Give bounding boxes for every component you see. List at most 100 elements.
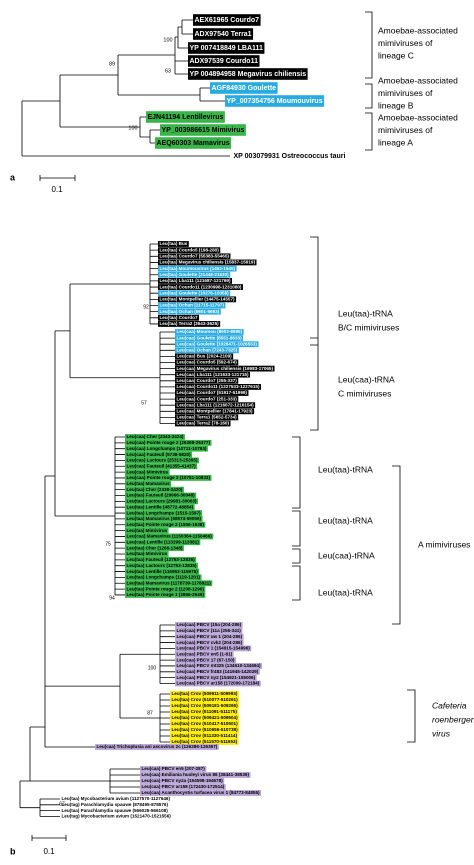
leaf-label: Leu(caa) Trichoplusia ani ascovirus 2c (…: [97, 744, 218, 749]
bootstrap-value: 57: [141, 400, 147, 406]
clade-label: mimiviruses of: [378, 88, 433, 98]
bootstrap-value: 89: [109, 61, 115, 67]
leaf-highlight: [158, 278, 232, 284]
leaf-highlight: [158, 284, 243, 290]
leaf-label: YP_007354756 Moumouvirus: [227, 98, 323, 105]
leaf-highlight: [175, 680, 261, 687]
leaf-highlight: [175, 657, 236, 663]
leaf: Leu(caa) Mimivirus: [125, 469, 170, 475]
clade-label: Leu(caa)-tRNA: [318, 550, 375, 560]
leaf: Leu(caa) Terra1 (5652-5734): [175, 414, 239, 421]
leaf-highlight: [170, 721, 240, 727]
leaf-highlight: [175, 371, 251, 378]
leaf-highlight: [175, 622, 243, 628]
leaf: Leu(caa) PBCV ar158 (172099-172184): [175, 680, 261, 687]
leaf: Leu(caa) Courdo7 (251-333): [175, 396, 239, 402]
leaf: Leu(taa) Bus: [158, 241, 189, 247]
leaf-label: YP_003986615 Mimivirus: [162, 127, 245, 134]
leaf-highlight: [125, 568, 200, 575]
leaf-label: Leu(taa) Goulette (21448-21530): [160, 272, 230, 277]
leaf: ADX97539 Courdo11: [188, 55, 260, 67]
leaf-label: Leu(taa) Courdo7: [160, 315, 198, 320]
tree-a-branches: [21, 11, 373, 181]
leaf-label: Leu(taa) Mamavirus (68974-69056): [127, 516, 202, 521]
leaf-highlight: [125, 463, 198, 470]
leaf-highlight: [170, 727, 240, 733]
leaf-label: Leu(caa) PBCV en5 (1-81): [177, 651, 233, 656]
leaf: Leu(taa) Mimivirus: [125, 551, 169, 557]
leaf-label: Leu(taa) Ochan (11715-11797): [160, 303, 225, 308]
leaf-label: Leu(caa) PBCV uw 1 (204-286): [177, 634, 243, 639]
leaf-label: Leu(taa) Mycobacterium avium (1127570-11…: [62, 796, 171, 801]
leaf-label: Leu(caa) Fauteuil (5738-5820): [127, 452, 192, 457]
leaf-highlight: [125, 545, 184, 552]
leaf: Leu(taa) Longchamps (1515-1597): [125, 510, 203, 516]
leaf: Leu(caa) Goulette (1026471-1026553): [175, 341, 259, 348]
leaf: Leu(caa) PBCV uw 1 (204-286): [175, 633, 244, 640]
leaf: Leu(taa) Moumouvirus (1463-1545): [158, 265, 237, 272]
tree-b-branches: [19, 243, 175, 817]
bootstrap-value: 100: [148, 665, 157, 671]
leaf: Leu(caa) Trichoplusia ani ascovirus 2c (…: [95, 744, 219, 750]
leaf-highlight: [140, 790, 262, 796]
leaf-label: Leu(caa) Terra1 (5652-5734): [177, 415, 238, 420]
leaf-label: Leu(taa) Cher (1266-1348): [127, 545, 183, 550]
leaf-highlight: [175, 335, 244, 341]
leaf: Leu(taa) Crov (511330-511414): [170, 733, 239, 739]
leaf-label: Leu(taa) Goulette (10276-10358): [160, 290, 230, 295]
leaf-highlight: [175, 645, 252, 652]
leaf-label: Leu(taa) Courdo5 (198-280): [160, 247, 220, 252]
leaf-label: Leu(taa) Longchamps (1515-1597): [127, 510, 202, 515]
leaf: Leu(taa) Fauteuil (29966-30048): [125, 492, 197, 499]
leaf-label: Leu(caa) Ochan (7243-7325): [177, 348, 238, 353]
leaf-label: Leu(caa) Bus (2024-2109): [177, 354, 233, 359]
leaf-highlight: [175, 377, 239, 384]
leaf: Leu(caa) PBCV cvk2 (204-286): [175, 639, 244, 646]
leaf-highlight: [125, 586, 206, 592]
leaf-highlight: [125, 434, 185, 440]
leaf: Leu(caa) Goulette (8551-8633): [175, 335, 244, 341]
leaf-highlight: [158, 259, 257, 266]
leaf-label: Leu(caa) Courdo7 (251-333): [177, 396, 238, 401]
leaf: Leu(caa) PBCV 17 (67-150): [175, 657, 236, 663]
leaf-label: Leu(caa) Goulette (8551-8633): [177, 335, 243, 340]
leaf-label: Leu(taa) Lentille (48772-48854): [127, 504, 194, 509]
leaf-highlight: [140, 772, 251, 778]
leaf: Leu(caa) Montpellier (17841-17923): [175, 408, 255, 415]
bootstrap-value: 92: [143, 304, 149, 310]
leaf: Leu(caa) Fauteuil (41355-41437): [125, 463, 198, 470]
leaf-highlight: [170, 733, 239, 739]
leaf-label: Leu(taa) Courdo11 (1230998-1231080): [160, 284, 242, 289]
leaf-label: Leu(caa) PBCV cvk2 (204-286): [177, 640, 243, 645]
leaf: Leu(taa) Mamavirus (1178739-1178821): [125, 580, 213, 587]
clade-label: lineage A: [378, 137, 413, 147]
leaf-label: Leu(taa) Bus: [160, 241, 188, 246]
leaf-highlight: [125, 498, 198, 505]
leaf-label: Leu(caa) PBCV (15a (204-286): [177, 622, 242, 627]
leaf: YP_007354756 Moumouvirus: [225, 95, 325, 107]
bootstrap-value: 63: [165, 68, 171, 74]
leaf-label: Leu(caa) PBCV ar158 (172430-172514): [142, 784, 225, 789]
leaf: YP 004894958 Megavirus chiliensis: [188, 68, 308, 80]
leaf: Leu(caa) PBCV 1 (154915-154996): [175, 645, 252, 652]
leaf: Leu(taa) Longchamps (1119-1201): [125, 574, 202, 581]
leaf: Leu(taa) Crov (509181-509265): [170, 703, 240, 709]
leaf-label: Leu(taa) Fauteuil (12753-12835): [127, 557, 196, 562]
clade-label: Amoebae-associated: [378, 112, 458, 122]
leaf: Leu(caa) Lactours (25313-25395): [125, 457, 199, 464]
leaf-label: Leu(caa) Lentille (113299-113381): [127, 540, 200, 545]
leaf-label: ADX97539 Courdo11: [190, 58, 259, 65]
leaf-label: Leu(taa) Lentille (115953-115975): [127, 569, 199, 574]
leaf-highlight: [158, 290, 231, 297]
leaf-label: Leu(taa) Terra2 (3543-3625): [160, 321, 220, 326]
leaf: Leu(taa) Mamavirus: [125, 480, 172, 487]
leaf-label: ADX97540 Terra1: [195, 31, 252, 38]
leaf: Leu(caa) Courdo7 (255-337): [175, 377, 239, 384]
leaf-label: YP 007418849 LBA111: [190, 45, 264, 52]
leaf: Leu(caa) Lba111 (1216072-1216154): [175, 402, 256, 409]
leaf: Leu(taa) Mycobacterium avium (1127570-11…: [62, 796, 171, 801]
leaf: Leu(taa) Ochan (5601-5683): [158, 308, 221, 315]
leaf: Leu(taa) Crov (510656-510738): [170, 727, 240, 733]
leaf: Leu(caa) Courdo7 (51917-51999): [175, 390, 249, 396]
